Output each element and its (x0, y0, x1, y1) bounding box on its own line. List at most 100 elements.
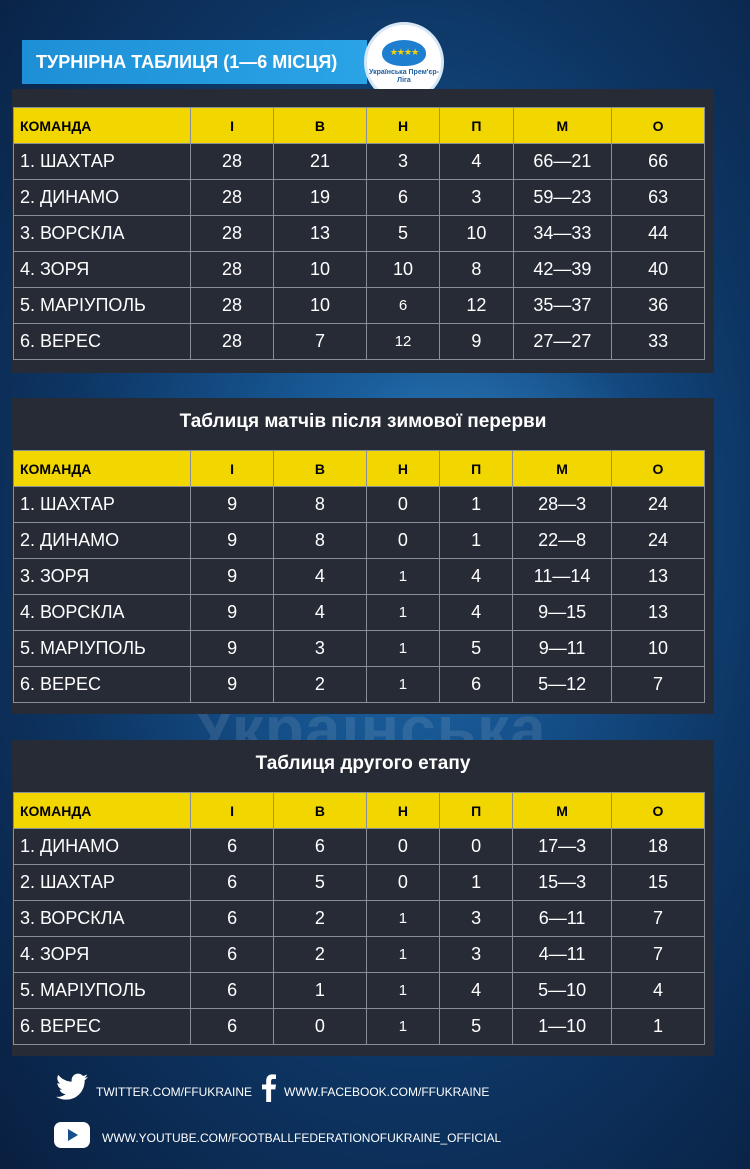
stat-cell: 40 (611, 251, 705, 288)
twitter-link[interactable]: TWITTER.COM/FFUKRAINE (96, 1085, 252, 1099)
stat-cell: 42—39 (512, 251, 613, 288)
stat-cell: 4 (438, 972, 514, 1009)
column-header: О (611, 107, 705, 144)
stat-cell: 6 (438, 666, 514, 703)
table-row: 6. ВЕРЕС 9 2 1 6 5—12 7 (12, 666, 706, 703)
stat-cell: 9 (190, 666, 275, 703)
table-row: 1. ДИНАМО 6 6 0 0 17—3 18 (12, 828, 706, 865)
stat-cell: 1 (438, 486, 514, 523)
stat-cell: 27—27 (512, 323, 613, 360)
stat-cell: 1 (365, 594, 440, 631)
second-stage-panel: Таблиця другого етапу КОМАНДА І В Н П М О 1. ДИ… (12, 740, 714, 1056)
stat-cell: 9 (190, 594, 275, 631)
stat-cell: 5—12 (512, 666, 612, 703)
stat-cell: 6 (365, 179, 441, 216)
stat-cell: 12 (365, 323, 441, 360)
second-stage-title: Таблиця другого етапу (255, 753, 471, 774)
stat-cell: 0 (365, 486, 440, 523)
team-name: 2. ДИНАМО (13, 179, 191, 216)
stat-cell: 2 (273, 666, 367, 703)
stat-cell: 6 (190, 900, 275, 937)
stat-cell: 0 (365, 864, 440, 901)
stat-cell: 28 (189, 287, 275, 324)
winter-break-table: КОМАНДА І В Н П М О 1. ШАХТАР 9 8 0 1 28—3 24 2. ДИНАМ… (12, 450, 706, 703)
stat-cell: 10 (273, 251, 367, 288)
stat-cell: 2 (273, 936, 367, 973)
stat-cell: 1 (365, 972, 440, 1009)
stat-cell: 33 (611, 323, 705, 360)
stat-cell: 6 (190, 972, 275, 1009)
team-name: 4. ВОРСКЛА (12, 594, 192, 631)
team-name: 2. ДИНАМО (12, 522, 192, 559)
team-name: 3. ВОРСКЛА (13, 215, 191, 252)
facebook-link[interactable]: WWW.FACEBOOK.COM/FFUKRAINE (284, 1085, 490, 1099)
column-header: М (512, 792, 612, 829)
stat-cell: 18 (610, 828, 706, 865)
standings-table: КОМАНДА І В Н П М О 1. ШАХТАР 28 21 3 4 66—21 66 2. ДИ… (13, 107, 705, 360)
stat-cell: 3 (273, 630, 367, 667)
stat-cell: 3 (438, 936, 514, 973)
table-row: 6. ВЕРЕС 28 7 12 9 27—27 33 (13, 323, 705, 360)
table-row: 3. ЗОРЯ 9 4 1 4 11—14 13 (12, 558, 706, 595)
column-header: КОМАНДА (12, 792, 192, 829)
table-row: 5. МАРІУПОЛЬ 9 3 1 5 9—11 10 (12, 630, 706, 667)
stat-cell: 17—3 (512, 828, 612, 865)
stat-cell: 5—10 (512, 972, 612, 1009)
winter-break-panel: Таблиця матчів після зимової перерви КОМ… (12, 398, 714, 714)
stat-cell: 3 (438, 900, 514, 937)
stat-cell: 1 (365, 630, 440, 667)
stat-cell: 8 (439, 251, 514, 288)
table-row: 1. ШАХТАР 9 8 0 1 28—3 24 (12, 486, 706, 523)
stat-cell: 7 (273, 323, 367, 360)
stat-cell: 9 (190, 486, 275, 523)
stat-cell: 63 (611, 179, 705, 216)
stat-cell: 9 (190, 558, 275, 595)
column-header: Н (365, 450, 440, 487)
stat-cell: 5 (438, 1008, 514, 1045)
stat-cell: 5 (438, 630, 514, 667)
stat-cell: 3 (365, 143, 441, 180)
stat-cell: 1 (365, 1008, 440, 1045)
stat-cell: 2 (273, 900, 367, 937)
stat-cell: 5 (365, 215, 441, 252)
stat-cell: 21 (273, 143, 367, 180)
facebook-icon[interactable] (262, 1074, 276, 1102)
stat-cell: 1 (365, 936, 440, 973)
team-name: 6. ВЕРЕС (12, 1008, 192, 1045)
team-name: 4. ЗОРЯ (12, 936, 192, 973)
table-header-row: КОМАНДА І В Н П М О (12, 450, 706, 487)
stat-cell: 4 (610, 972, 706, 1009)
stat-cell: 36 (611, 287, 705, 324)
column-header: О (610, 450, 706, 487)
stat-cell: 3 (439, 179, 514, 216)
stat-cell: 15 (610, 864, 706, 901)
table-row: 4. ЗОРЯ 6 2 1 3 4—11 7 (12, 936, 706, 973)
team-name: 1. ШАХТАР (13, 143, 191, 180)
stat-cell: 6—11 (512, 900, 612, 937)
youtube-icon[interactable] (54, 1122, 90, 1148)
standings-panel: КОМАНДА І В Н П М О 1. ШАХТАР 28 21 3 4 66—21 66 2. ДИ… (12, 89, 714, 373)
column-header: П (439, 107, 514, 144)
table-row: 2. ДИНАМО 9 8 0 1 22—8 24 (12, 522, 706, 559)
stat-cell: 13 (610, 558, 706, 595)
stat-cell: 4—11 (512, 936, 612, 973)
team-name: 1. ШАХТАР (12, 486, 192, 523)
stat-cell: 6 (190, 936, 275, 973)
twitter-icon[interactable] (56, 1073, 88, 1101)
stat-cell: 6 (190, 1008, 275, 1045)
stat-cell: 9—11 (512, 630, 612, 667)
stat-cell: 35—37 (512, 287, 613, 324)
stat-cell: 4 (438, 558, 514, 595)
column-header: Н (365, 792, 440, 829)
stat-cell: 28 (189, 179, 275, 216)
youtube-link[interactable]: WWW.YOUTUBE.COM/FOOTBALLFEDERATIONOFUKRA… (102, 1131, 502, 1145)
stat-cell: 9—15 (512, 594, 612, 631)
table-row: 3. ВОРСКЛА 6 2 1 3 6—11 7 (12, 900, 706, 937)
stat-cell: 12 (439, 287, 514, 324)
stat-cell: 5 (273, 864, 367, 901)
team-name: 3. ЗОРЯ (12, 558, 192, 595)
stat-cell: 28 (189, 323, 275, 360)
stat-cell: 4 (439, 143, 514, 180)
stat-cell: 1—10 (512, 1008, 612, 1045)
stat-cell: 11—14 (512, 558, 612, 595)
